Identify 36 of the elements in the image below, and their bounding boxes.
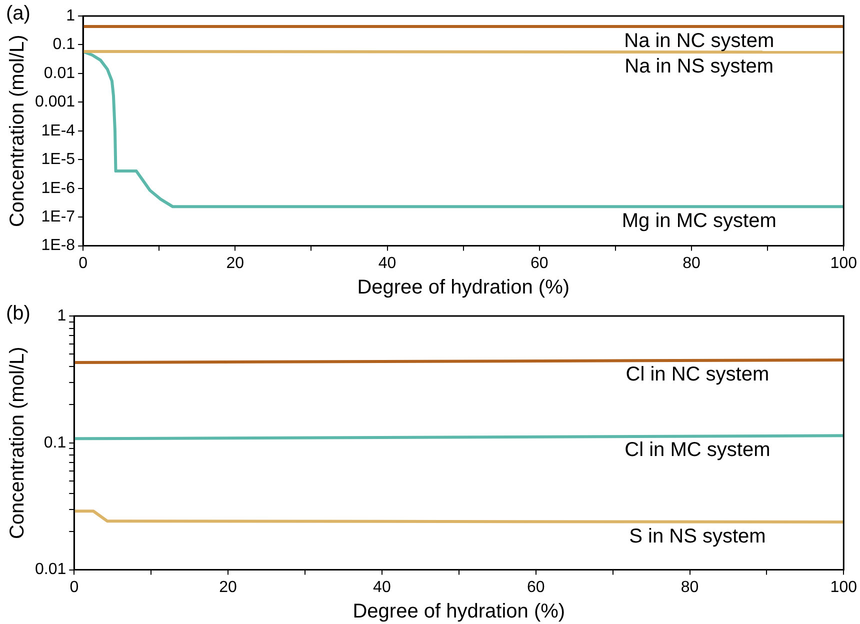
y-axis-title: Concentration (mol/L) [6, 346, 29, 540]
x-tick-label: 20 [226, 254, 244, 272]
y-axis-title: Concentration (mol/L) [6, 34, 29, 228]
y-tick-label: 1E-8 [41, 237, 76, 254]
y-tick-label: 0.1 [52, 36, 76, 54]
x-tick-label: 60 [530, 254, 548, 272]
x-tick-label: 100 [830, 578, 858, 596]
text: (a) [6, 2, 30, 25]
series-label: Cl in MC system [624, 439, 770, 462]
y-tick-label: 0.1 [44, 434, 66, 452]
y-tick-label: 1 [66, 7, 76, 24]
y-tick-label: 1E-4 [41, 122, 76, 140]
y-tick-label: 1E-7 [41, 208, 76, 226]
y-tick-label: 1 [57, 307, 66, 324]
series-label: Mg in MC system [622, 210, 776, 232]
x-axis-title: Degree of hydration (%) [352, 600, 566, 623]
x-tick-label: 0 [70, 578, 79, 596]
x-tick-label: 80 [682, 254, 701, 272]
y-tick-label: 0.01 [44, 64, 76, 82]
x-tick-label: 80 [680, 578, 699, 596]
x-axis-title: Degree of hydration (%) [357, 276, 570, 299]
y-tick-label: 0.01 [35, 561, 66, 578]
x-tick-label: 40 [373, 578, 391, 596]
y-tick-label: 1E-6 [41, 180, 76, 197]
x-tick-label: 100 [830, 254, 858, 272]
series-label: Na in NS system [624, 56, 774, 78]
y-tick-label: 0.001 [34, 94, 76, 111]
text: (b) [6, 302, 30, 325]
series-label: S in NS system [629, 526, 766, 548]
series-label: Na in NC system [624, 30, 774, 52]
x-tick-label: 60 [526, 578, 545, 596]
series-label: Cl in NC system [626, 364, 770, 386]
x-tick-label: 40 [378, 254, 396, 272]
x-tick-label: 0 [78, 254, 88, 272]
y-tick-label: 1E-5 [41, 151, 76, 168]
x-tick-label: 20 [219, 578, 238, 596]
